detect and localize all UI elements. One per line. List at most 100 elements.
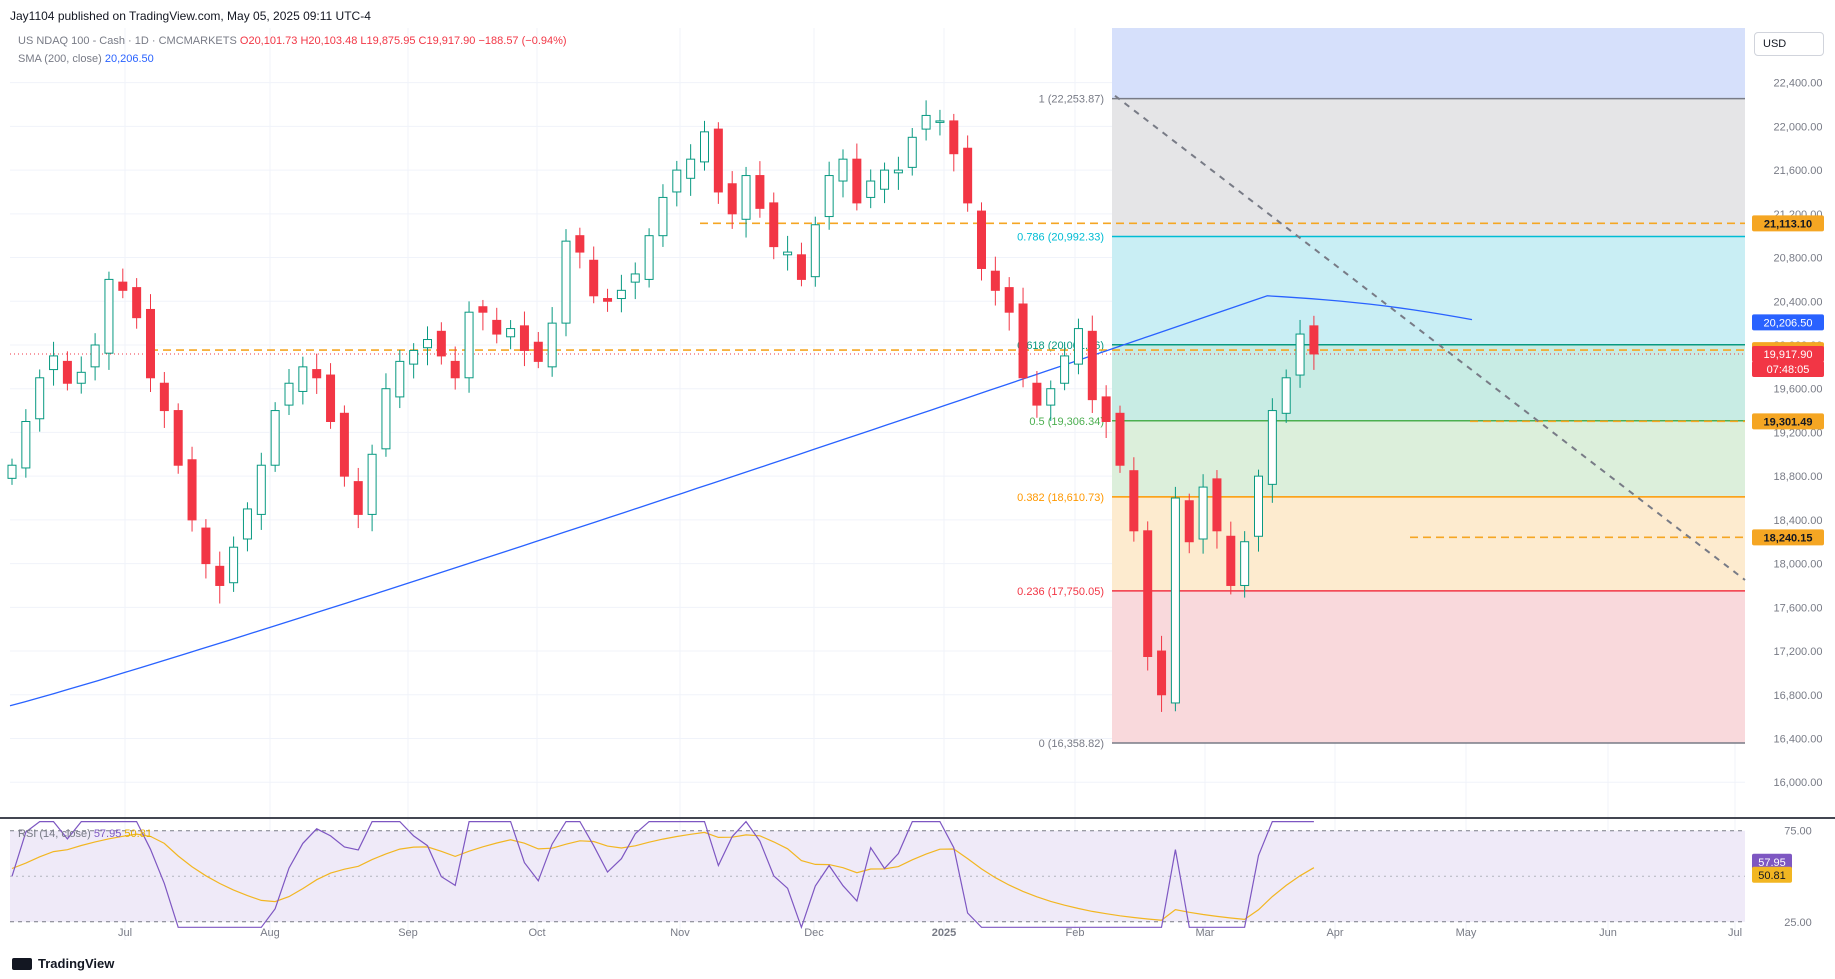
x-tick-label: Dec [804, 927, 824, 939]
candle-body [1157, 650, 1167, 696]
change-value: −188.57 (−0.94%) [478, 35, 567, 47]
x-tick-label: Mar [1196, 927, 1215, 939]
x-tick-label: Apr [1326, 927, 1343, 939]
candle-body [270, 410, 280, 466]
y-tick-label: 19,200.00 [1774, 427, 1823, 439]
rsi-price-tag-label: 50.81 [1758, 870, 1786, 882]
candle-body [423, 339, 432, 349]
candle-body [519, 325, 529, 351]
y-tick-label: 18,400.00 [1774, 515, 1823, 527]
price-axis-tag [1752, 360, 1824, 377]
candle-body [1254, 475, 1263, 537]
candle-body [1184, 500, 1194, 543]
y-tick-label: 16,800.00 [1774, 690, 1823, 702]
candle-body [644, 235, 654, 280]
price-axis-tag-label: 21,113.10 [1764, 218, 1812, 230]
x-tick-label: Sep [398, 927, 418, 939]
high-value: H20,103.48 [300, 35, 358, 47]
candle-body [187, 459, 197, 521]
sma-legend[interactable]: SMA (200, close) 20,206.50 [18, 53, 154, 65]
candle-body [1170, 497, 1180, 704]
candle-body [256, 464, 266, 515]
candle-body [229, 546, 239, 584]
candle-body [658, 196, 668, 237]
candle-body [353, 481, 363, 515]
candle-body [7, 464, 17, 479]
tradingview-logo[interactable]: TradingView [12, 956, 114, 971]
price-axis-tag-label: 19,917.90 [1764, 349, 1813, 361]
rsi-label: RSI (14, close) [18, 828, 91, 840]
price-axis-tag [1752, 413, 1824, 430]
candle-body [1212, 478, 1222, 532]
candle-body [104, 278, 114, 354]
candle-body [436, 330, 446, 357]
symbol-name: US NDAQ 100 - Cash · 1D · CMCMARKETS [18, 35, 237, 47]
candle-body [727, 183, 737, 215]
rsi-legend[interactable]: RSI (14, close) 57.95 50.81 [18, 828, 152, 840]
candle-body [242, 508, 252, 540]
candle-body [1143, 530, 1153, 658]
price-axis-tag [1752, 215, 1824, 232]
sma-label: SMA (200, close) [18, 53, 102, 65]
candle-body [381, 388, 391, 450]
y-tick-label: 20,800.00 [1774, 253, 1823, 265]
x-tick-label: Jul [1728, 927, 1742, 939]
fib-zone [1112, 590, 1745, 743]
candle-body [880, 169, 890, 190]
price-axis-tag [1752, 314, 1824, 331]
y-tick-label: 19,600.00 [1774, 384, 1823, 396]
x-tick-label: May [1456, 927, 1477, 939]
currency-button[interactable]: USD [1754, 32, 1824, 56]
candle-body [852, 158, 862, 204]
candle-body [62, 360, 72, 384]
x-tick-label: 2025 [932, 927, 956, 939]
candle-body [616, 289, 626, 300]
y-tick-label: 20,400.00 [1774, 296, 1823, 308]
candle-body [838, 158, 848, 182]
tradingview-logo-icon [12, 957, 32, 970]
fib-zone [1112, 236, 1745, 345]
y-tick-label: 22,000.00 [1774, 121, 1823, 133]
candle-body [1115, 412, 1125, 466]
candle-body [450, 360, 460, 379]
candle-body [866, 180, 876, 198]
price-axis-tag-label: 18,240.15 [1764, 532, 1813, 544]
price-axis-tag-label: 19,301.49 [1764, 416, 1813, 428]
y-tick-label: 22,400.00 [1774, 78, 1823, 90]
x-tick-label: Oct [528, 927, 545, 939]
y-tick-label: 17,200.00 [1774, 646, 1823, 658]
sma-200-line [9, 295, 1473, 707]
fib-zone [1112, 344, 1745, 421]
candle-body [173, 410, 183, 466]
fib-level-label: 0.5 (19,306.34) [1029, 416, 1104, 428]
candle-body [686, 158, 696, 179]
candle-body [575, 235, 585, 253]
candle-body [824, 175, 834, 218]
sma-value: 20,206.50 [104, 53, 154, 65]
rsi-line [11, 820, 1314, 930]
candle-body [700, 131, 709, 163]
candle-body [977, 210, 986, 269]
symbol-legend[interactable]: US NDAQ 100 - Cash · 1D · CMCMARKETS O20… [18, 35, 567, 47]
brand-name: TradingView [38, 956, 115, 971]
candle-body [990, 270, 1000, 291]
candle-body [755, 175, 765, 209]
y-tick-label: 18,800.00 [1774, 471, 1823, 483]
candle-body [796, 254, 806, 280]
y-tick-label: 21,600.00 [1774, 165, 1823, 177]
fib-level-label: 0.236 (17,750.05) [1017, 586, 1104, 598]
y-tick-label: 16,000.00 [1774, 777, 1823, 789]
candle-body [783, 251, 793, 256]
candle-body [1046, 388, 1056, 406]
candle-body [1087, 330, 1097, 401]
candle-body [326, 374, 336, 422]
candle-body [589, 259, 599, 297]
low-value: L19,875.95 [360, 35, 416, 47]
candle-body [21, 421, 31, 469]
candle-body [132, 287, 142, 319]
rsi-price-tag [1752, 866, 1792, 883]
candle-body [339, 412, 349, 477]
candle-body [547, 322, 557, 368]
candle-body [1018, 303, 1028, 379]
